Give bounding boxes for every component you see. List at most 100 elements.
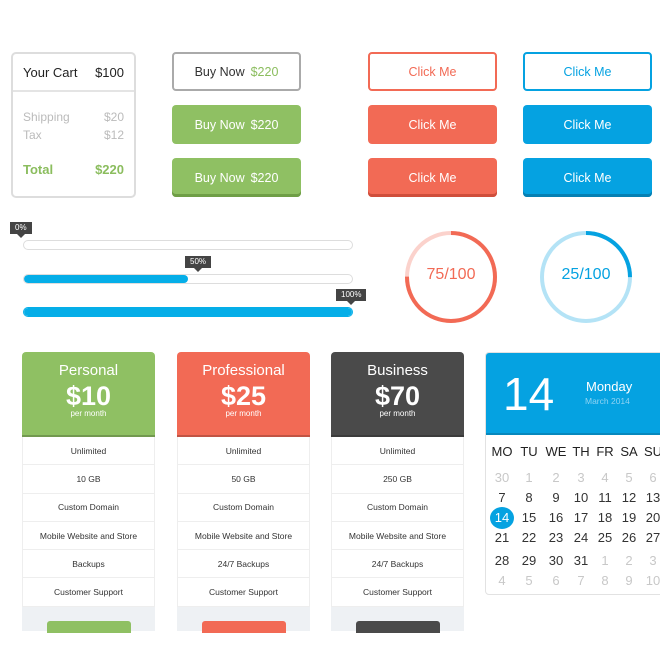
calendar-day[interactable]: 3 bbox=[649, 553, 657, 568]
calendar-month: March 2014 bbox=[585, 396, 630, 406]
calendar-day[interactable]: 22 bbox=[521, 530, 537, 545]
calendar-day[interactable]: 25 bbox=[597, 530, 613, 545]
plan-feature: Mobile Website and Store bbox=[331, 521, 464, 551]
plan-feature: Custom Domain bbox=[177, 493, 310, 522]
plan-period: per month bbox=[225, 409, 262, 418]
calendar-day[interactable]: 30 bbox=[494, 470, 510, 485]
calendar-day[interactable]: 4 bbox=[498, 573, 506, 588]
calendar-day[interactable]: 3 bbox=[577, 470, 585, 485]
calendar-day[interactable]: 5 bbox=[625, 470, 633, 485]
calendar-day[interactable]: 27 bbox=[645, 530, 660, 545]
pricing-footer bbox=[177, 606, 310, 633]
calendar-day[interactable]: 5 bbox=[525, 573, 533, 588]
weekday-label: SU bbox=[643, 444, 660, 459]
plan-name: Personal bbox=[58, 362, 119, 379]
cart-summary: Your Cart $100 Shipping $20 Tax $12 Total $2… bbox=[11, 52, 136, 198]
plan-select-button[interactable] bbox=[202, 620, 286, 633]
ring-progress bbox=[540, 231, 632, 323]
weekday-label: SA bbox=[620, 444, 638, 459]
plan-select-button[interactable] bbox=[47, 620, 131, 633]
pricing-card-business: Business $70 per month Unlimited 250 GB Cus… bbox=[331, 352, 464, 633]
calendar-day[interactable]: 13 bbox=[645, 490, 660, 505]
click-me-red-flat-button[interactable]: Click Me bbox=[368, 105, 497, 144]
calendar-day[interactable]: 4 bbox=[601, 470, 609, 485]
calendar-day[interactable]: 1 bbox=[601, 553, 609, 568]
pricing-footer bbox=[22, 606, 155, 633]
calendar-day[interactable]: 29 bbox=[521, 553, 537, 568]
plan-price: $25 bbox=[220, 381, 267, 411]
calendar-day[interactable]: 7 bbox=[498, 490, 506, 505]
plan-feature: 50 GB bbox=[177, 465, 310, 494]
ring-25 bbox=[540, 231, 632, 323]
plan-price: $10 bbox=[65, 381, 112, 411]
plan-name: Business bbox=[367, 362, 428, 379]
calendar-day[interactable]: 8 bbox=[601, 573, 609, 588]
plan-feature: Backups bbox=[22, 550, 155, 579]
calendar-day[interactable]: 17 bbox=[573, 510, 589, 525]
progress-bar-0 bbox=[23, 240, 353, 250]
ring-25-label: 25/100 bbox=[561, 266, 611, 283]
click-me-blue-3d-button[interactable]: Click Me bbox=[523, 158, 652, 197]
calendar-day[interactable]: 19 bbox=[621, 510, 637, 525]
plan-feature: Mobile Website and Store bbox=[177, 521, 310, 551]
calendar-day[interactable]: 6 bbox=[552, 573, 560, 588]
buy-now-outline-button[interactable]: Buy Now $220 bbox=[172, 52, 301, 91]
plan-feature: 24/7 Backups bbox=[177, 550, 310, 579]
calendar-day[interactable]: 8 bbox=[525, 490, 533, 505]
click-me-blue-outline-button[interactable]: Click Me bbox=[523, 52, 652, 91]
progress-rings bbox=[405, 231, 632, 323]
calendar-day[interactable]: 20 bbox=[645, 510, 660, 525]
calendar-day[interactable]: 10 bbox=[645, 573, 660, 588]
plan-feature: 10 GB bbox=[22, 465, 155, 494]
plan-feature: Unlimited bbox=[22, 437, 155, 466]
pricing-card-professional: Professional $25 per month Unlimited 50 GB… bbox=[177, 352, 310, 633]
pricing-footer bbox=[331, 606, 464, 633]
calendar-day[interactable]: 24 bbox=[573, 530, 589, 545]
plan-select-button[interactable] bbox=[356, 620, 440, 633]
calendar-day[interactable]: 26 bbox=[621, 530, 637, 545]
calendar-day[interactable]: 9 bbox=[625, 573, 633, 588]
calendar-day[interactable]: 16 bbox=[548, 510, 564, 525]
calendar-day[interactable]: 12 bbox=[621, 490, 637, 505]
weekday-label: WE bbox=[545, 444, 567, 459]
calendar-day[interactable]: 21 bbox=[494, 530, 510, 545]
calendar-day[interactable]: 2 bbox=[552, 470, 560, 485]
calendar-day[interactable]: 9 bbox=[552, 490, 560, 505]
weekday-label: TH bbox=[572, 444, 590, 459]
plan-feature: 24/7 Backups bbox=[331, 550, 464, 579]
calendar: 14 Monday March 2014 MOTUWETHFRSASU30123… bbox=[485, 352, 660, 595]
pricing-card-personal: Personal $10 per month Unlimited 10 GB Cust… bbox=[22, 352, 155, 633]
ring-progress bbox=[405, 231, 497, 323]
cart-line-tax: Tax $12 bbox=[23, 128, 124, 142]
click-me-red-outline-button[interactable]: Click Me bbox=[368, 52, 497, 91]
pricing-header: Personal $10 per month bbox=[22, 352, 155, 437]
weekday-label: FR bbox=[596, 444, 614, 459]
ring-75-label: 75/100 bbox=[426, 266, 476, 283]
calendar-day[interactable]: 15 bbox=[521, 510, 537, 525]
pricing-header: Business $70 per month bbox=[331, 352, 464, 437]
calendar-day[interactable]: 1 bbox=[525, 470, 533, 485]
buy-now-3d-button[interactable]: Buy Now $220 bbox=[172, 158, 301, 197]
calendar-day[interactable]: 31 bbox=[573, 553, 589, 568]
calendar-day[interactable]: 23 bbox=[548, 530, 564, 545]
calendar-day[interactable]: 11 bbox=[598, 490, 612, 505]
calendar-day[interactable]: 7 bbox=[577, 573, 585, 588]
calendar-day-selected[interactable]: 14 bbox=[490, 507, 514, 529]
calendar-day: 14 bbox=[503, 368, 555, 420]
plan-price: $70 bbox=[374, 381, 421, 411]
buy-now-flat-button[interactable]: Buy Now $220 bbox=[172, 105, 301, 144]
pricing-header: Professional $25 per month bbox=[177, 352, 310, 437]
click-me-red-3d-button[interactable]: Click Me bbox=[368, 158, 497, 197]
plan-feature: Customer Support bbox=[22, 578, 155, 607]
calendar-day[interactable]: 6 bbox=[649, 470, 657, 485]
calendar-day[interactable]: 30 bbox=[548, 553, 564, 568]
weekday-label: TU bbox=[520, 444, 538, 459]
calendar-day[interactable]: 28 bbox=[494, 553, 510, 568]
calendar-day[interactable]: 10 bbox=[573, 490, 589, 505]
cart-line-shipping: Shipping $20 bbox=[23, 110, 124, 124]
calendar-day[interactable]: 18 bbox=[597, 510, 613, 525]
progress-fill bbox=[24, 275, 188, 283]
plan-feature: Mobile Website and Store bbox=[22, 521, 155, 551]
click-me-blue-flat-button[interactable]: Click Me bbox=[523, 105, 652, 144]
calendar-day[interactable]: 2 bbox=[625, 553, 633, 568]
